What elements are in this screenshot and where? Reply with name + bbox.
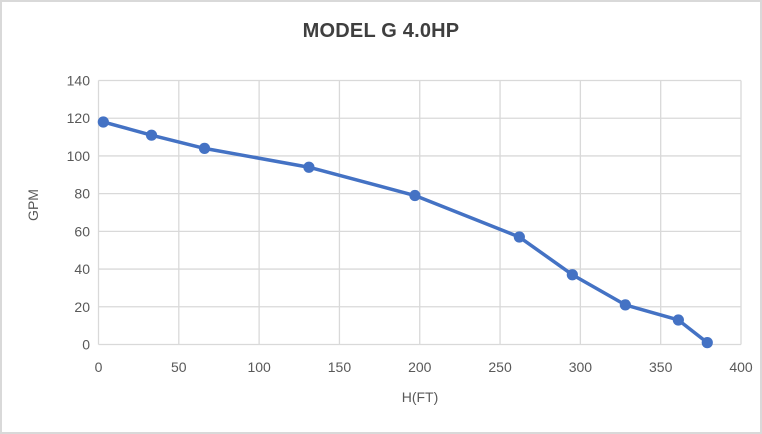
x-axis-label: H(FT) xyxy=(401,389,439,405)
x-tick-label: 300 xyxy=(569,359,593,375)
x-tick-label: 150 xyxy=(328,359,352,375)
data-point xyxy=(198,142,211,154)
data-point xyxy=(619,299,631,311)
y-tick-label: 20 xyxy=(74,299,90,315)
x-tick-label: 50 xyxy=(171,359,187,375)
data-point xyxy=(701,337,713,349)
data-point xyxy=(513,231,525,243)
y-axis-label: GPM xyxy=(25,189,41,221)
x-tick-label: 200 xyxy=(408,359,432,375)
x-tick-label: 350 xyxy=(649,359,673,375)
x-tick-label: 250 xyxy=(488,359,512,375)
y-tick-label: 40 xyxy=(74,261,90,277)
chart-title: MODEL G 4.0HP xyxy=(302,20,460,42)
y-tick-label: 100 xyxy=(67,148,91,164)
x-tick-label: 100 xyxy=(247,359,271,375)
x-tick-label: 0 xyxy=(95,359,103,375)
y-tick-label: 80 xyxy=(74,186,90,202)
data-point xyxy=(672,314,684,326)
data-point xyxy=(566,269,578,281)
data-line xyxy=(101,120,710,345)
data-point xyxy=(409,189,421,202)
y-tick-label: 140 xyxy=(67,73,91,89)
data-point xyxy=(97,116,109,128)
y-tick-label: 0 xyxy=(82,337,90,353)
y-tick-label: 60 xyxy=(74,223,90,239)
data-point xyxy=(303,161,315,173)
data-point xyxy=(145,129,158,141)
y-tick-label: 120 xyxy=(67,110,91,126)
x-tick-label: 400 xyxy=(729,359,753,375)
